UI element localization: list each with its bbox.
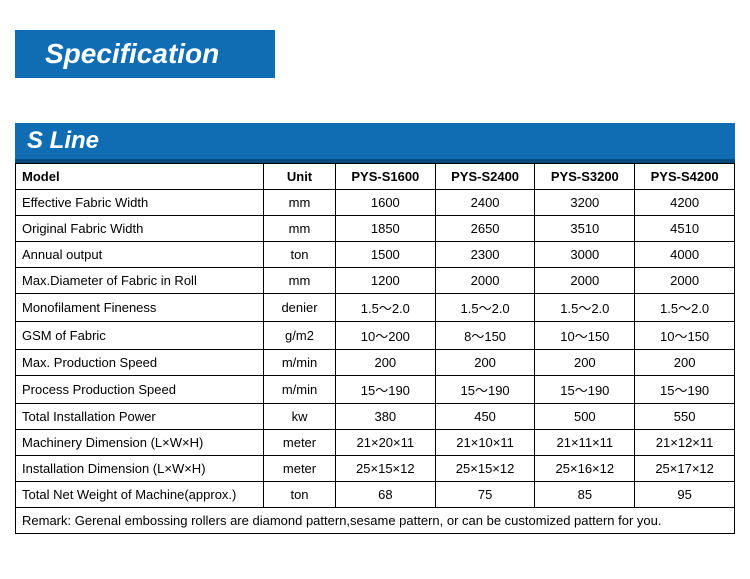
table-row: Effective Fabric Widthmm1600240032004200 [16,190,735,216]
value-cell: 95 [635,482,735,508]
param-cell: Monofilament Fineness [16,294,264,322]
value-cell: 25×16×12 [535,456,635,482]
unit-cell: ton [264,482,336,508]
page-container: Specification S Line Model Unit PYS-S160… [0,0,750,534]
header-unit: Unit [264,164,336,190]
value-cell: 1.5～2.0 [535,294,635,322]
unit-cell: meter [264,430,336,456]
remark-row: Remark: Gerenal embossing rollers are di… [16,508,735,534]
table-row: Process Production Speedm/min15～19015～19… [16,376,735,404]
value-cell: 25×17×12 [635,456,735,482]
param-cell: GSM of Fabric [16,322,264,350]
header-model-2: PYS-S3200 [535,164,635,190]
value-cell: 21×12×11 [635,430,735,456]
value-cell: 4510 [635,216,735,242]
param-cell: Total Installation Power [16,404,264,430]
table-row: Installation Dimension (L×W×H)meter25×15… [16,456,735,482]
value-cell: 1200 [335,268,435,294]
value-cell: 1500 [335,242,435,268]
value-cell: 10～200 [335,322,435,350]
spec-table: Model Unit PYS-S1600 PYS-S2400 PYS-S3200… [15,163,735,534]
value-cell: 10～150 [535,322,635,350]
value-cell: 75 [435,482,535,508]
value-cell: 8～150 [435,322,535,350]
value-cell: 2300 [435,242,535,268]
value-cell: 200 [435,350,535,376]
value-cell: 200 [535,350,635,376]
value-cell: 25×15×12 [435,456,535,482]
param-cell: Max.Diameter of Fabric in Roll [16,268,264,294]
unit-cell: mm [264,268,336,294]
unit-cell: ton [264,242,336,268]
table-row: Total Net Weight of Machine(approx.)ton6… [16,482,735,508]
value-cell: 450 [435,404,535,430]
value-cell: 200 [335,350,435,376]
value-cell: 15～190 [435,376,535,404]
value-cell: 200 [635,350,735,376]
table-row: Max. Production Speedm/min200200200200 [16,350,735,376]
value-cell: 1850 [335,216,435,242]
unit-cell: g/m2 [264,322,336,350]
value-cell: 2000 [535,268,635,294]
table-row: Total Installation Powerkw380450500550 [16,404,735,430]
remark-cell: Remark: Gerenal embossing rollers are di… [16,508,735,534]
spec-table-wrap: Model Unit PYS-S1600 PYS-S2400 PYS-S3200… [15,163,735,534]
value-cell: 15～190 [335,376,435,404]
table-row: Machinery Dimension (L×W×H)meter21×20×11… [16,430,735,456]
value-cell: 21×10×11 [435,430,535,456]
header-model-3: PYS-S4200 [635,164,735,190]
param-cell: Max. Production Speed [16,350,264,376]
param-cell: Process Production Speed [16,376,264,404]
header-model-1: PYS-S2400 [435,164,535,190]
value-cell: 4000 [635,242,735,268]
value-cell: 21×11×11 [535,430,635,456]
value-cell: 10～150 [635,322,735,350]
section-title: S Line [15,123,735,163]
value-cell: 2000 [435,268,535,294]
unit-cell: mm [264,216,336,242]
param-cell: Machinery Dimension (L×W×H) [16,430,264,456]
value-cell: 4200 [635,190,735,216]
value-cell: 550 [635,404,735,430]
unit-cell: denier [264,294,336,322]
value-cell: 1.5～2.0 [435,294,535,322]
value-cell: 1.5～2.0 [635,294,735,322]
unit-cell: kw [264,404,336,430]
value-cell: 1.5～2.0 [335,294,435,322]
param-cell: Total Net Weight of Machine(approx.) [16,482,264,508]
unit-cell: meter [264,456,336,482]
value-cell: 15～190 [535,376,635,404]
header-model-0: PYS-S1600 [335,164,435,190]
unit-cell: m/min [264,350,336,376]
value-cell: 3200 [535,190,635,216]
table-row: Max.Diameter of Fabric in Rollmm12002000… [16,268,735,294]
table-row: Original Fabric Widthmm1850265035104510 [16,216,735,242]
value-cell: 3000 [535,242,635,268]
value-cell: 25×15×12 [335,456,435,482]
table-row: Annual outputton1500230030004000 [16,242,735,268]
param-cell: Installation Dimension (L×W×H) [16,456,264,482]
table-row: GSM of Fabricg/m210～2008～15010～15010～150 [16,322,735,350]
value-cell: 500 [535,404,635,430]
header-param: Model [16,164,264,190]
value-cell: 2650 [435,216,535,242]
value-cell: 380 [335,404,435,430]
value-cell: 2400 [435,190,535,216]
table-body: Effective Fabric Widthmm1600240032004200… [16,190,735,508]
value-cell: 3510 [535,216,635,242]
param-cell: Annual output [16,242,264,268]
table-header-row: Model Unit PYS-S1600 PYS-S2400 PYS-S3200… [16,164,735,190]
value-cell: 21×20×11 [335,430,435,456]
page-title: Specification [15,30,275,78]
value-cell: 68 [335,482,435,508]
unit-cell: m/min [264,376,336,404]
value-cell: 85 [535,482,635,508]
value-cell: 15～190 [635,376,735,404]
param-cell: Original Fabric Width [16,216,264,242]
value-cell: 1600 [335,190,435,216]
value-cell: 2000 [635,268,735,294]
unit-cell: mm [264,190,336,216]
table-row: Monofilament Finenessdenier1.5～2.01.5～2.… [16,294,735,322]
param-cell: Effective Fabric Width [16,190,264,216]
